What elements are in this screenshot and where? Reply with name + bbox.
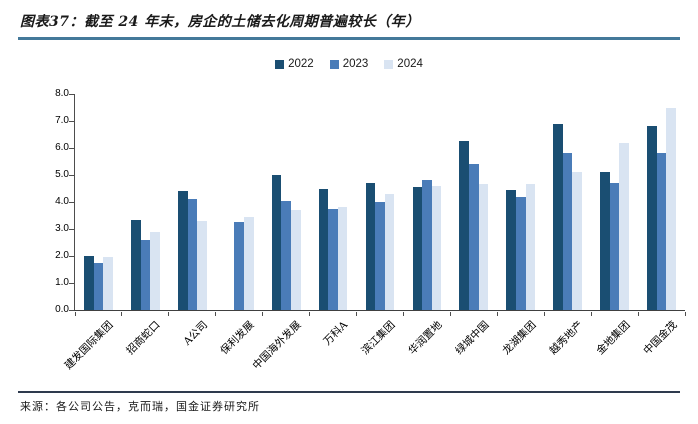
x-axis-tick <box>168 312 170 316</box>
y-axis-tick <box>69 255 74 257</box>
bar-2023-建发国际集团 <box>93 262 104 310</box>
bar-2023-越秀地产 <box>562 153 573 310</box>
footer-rule <box>18 391 680 393</box>
bar-2023-招商蛇口 <box>140 239 151 310</box>
x-axis-tick <box>637 312 639 316</box>
y-axis-tick <box>69 147 74 149</box>
bar-2022-金地集团 <box>600 172 610 310</box>
x-axis-label: 金地集团 <box>593 319 633 358</box>
x-axis-tick <box>402 312 404 316</box>
bar-2022-越秀地产 <box>553 123 563 310</box>
y-axis-tick <box>69 309 74 311</box>
bar-2023-滨江集团 <box>375 202 385 310</box>
x-axis-tick <box>309 312 311 316</box>
legend-item-2024: 2024 <box>384 58 423 70</box>
bar-2024-保利发展 <box>244 216 254 310</box>
bar-2023-中国金茂 <box>656 153 667 310</box>
y-axis-tick <box>69 282 74 284</box>
y-axis-tick <box>69 120 74 122</box>
x-axis-tick <box>121 312 123 316</box>
x-axis-tick <box>449 312 451 316</box>
bar-2022-华润置地 <box>412 187 423 310</box>
x-axis-label: 建发国际集团 <box>62 319 116 373</box>
legend-swatch <box>384 59 394 69</box>
x-axis-label: 招商蛇口 <box>124 319 163 358</box>
bar-2023-中国海外发展 <box>281 200 291 310</box>
bar-2022-招商蛇口 <box>130 219 141 310</box>
bar-2022-A公司 <box>177 191 188 310</box>
x-axis-tick <box>590 312 592 316</box>
y-axis-label: 2.0 <box>55 250 69 261</box>
x-axis-label: 中国金茂 <box>640 319 680 358</box>
y-axis-label: 3.0 <box>55 223 69 234</box>
bar-2024-A公司 <box>197 220 207 310</box>
plot-area: 0.0 1.0 2.0 3.0 4.0 5.0 6.0 7.0 8.0 建发国际集团 招商蛇口 A公司… <box>55 88 686 372</box>
x-axis-tick <box>262 312 264 316</box>
y-axis-label: 7.0 <box>55 115 69 126</box>
bar-2024-华润置地 <box>431 185 442 310</box>
y-axis-label: 1.0 <box>55 277 69 288</box>
x-axis-label: A公司 <box>181 319 210 348</box>
x-axis-label: 龙湖集团 <box>500 319 539 358</box>
x-axis-tick <box>74 312 76 316</box>
y-axis-label: 6.0 <box>55 142 69 153</box>
x-axis-tick <box>496 312 498 316</box>
bar-2022-中国金茂 <box>647 126 657 310</box>
x-axis-label: 越秀地产 <box>547 319 586 358</box>
bar-2022-绿城中国 <box>459 141 470 310</box>
bar-2024-滨江集团 <box>384 193 395 310</box>
x-axis-label: 万科A <box>321 319 351 348</box>
x-axis-tick <box>356 312 358 316</box>
bar-2024-建发国际集团 <box>103 257 113 310</box>
source-text: 来源：各公司公告，克而瑞，国金证券研究所 <box>20 400 260 413</box>
x-axis-label: 滨江集团 <box>359 319 398 358</box>
y-axis-tick <box>69 93 74 95</box>
bar-2023-龙湖集团 <box>515 196 526 310</box>
bar-2023-保利发展 <box>234 222 245 310</box>
x-axis-tick <box>684 312 686 316</box>
bar-2024-万科A <box>337 207 348 310</box>
bar-2024-绿城中国 <box>478 184 489 310</box>
x-axis-label: 保利发展 <box>218 319 257 358</box>
y-axis-label: 8.0 <box>55 88 69 99</box>
bar-2023-绿城中国 <box>469 164 479 310</box>
bar-2023-A公司 <box>187 199 198 310</box>
y-axis-label: 4.0 <box>55 196 69 207</box>
legend-label: 2023 <box>342 58 369 70</box>
y-axis-tick <box>69 174 74 176</box>
y-axis-tick <box>69 228 74 230</box>
x-axis-label: 绿城中国 <box>453 319 492 358</box>
bar-2023-华润置地 <box>422 180 432 310</box>
chart-legend: 2022 2023 2024 <box>0 58 698 70</box>
x-axis-label: 华润置地 <box>406 319 445 358</box>
x-axis-label: 中国海外发展 <box>250 319 304 373</box>
bar-2024-金地集团 <box>619 142 629 310</box>
bar-2023-万科A <box>328 208 338 310</box>
legend-swatch <box>329 59 339 69</box>
bar-2022-滨江集团 <box>365 183 376 310</box>
bar-2024-越秀地产 <box>572 172 583 310</box>
figure-title: 图表37：截至 24 年末，房企的土储去化周期普遍较长（年） <box>20 14 420 30</box>
bar-2024-龙湖集团 <box>525 184 536 310</box>
y-axis-label: 0.0 <box>55 304 69 315</box>
bar-2023-金地集团 <box>609 183 620 310</box>
y-axis-tick <box>69 201 74 203</box>
bar-2024-中国海外发展 <box>290 210 301 310</box>
bar-2024-招商蛇口 <box>150 231 160 310</box>
bar-2022-万科A <box>318 188 329 310</box>
legend-swatch <box>275 59 285 69</box>
bar-2022-中国海外发展 <box>271 175 282 310</box>
bar-2022-建发国际集团 <box>84 256 94 310</box>
legend-item-2023: 2023 <box>329 58 369 70</box>
x-axis-tick <box>215 312 217 316</box>
x-axis-tick <box>543 312 545 316</box>
legend-label: 2022 <box>288 58 314 70</box>
bar-2024-中国金茂 <box>666 107 676 310</box>
y-axis-label: 5.0 <box>55 169 69 180</box>
legend-item-2022: 2022 <box>275 58 314 70</box>
title-rule <box>18 37 680 40</box>
bar-2022-龙湖集团 <box>506 189 516 310</box>
legend-label: 2024 <box>397 58 423 70</box>
